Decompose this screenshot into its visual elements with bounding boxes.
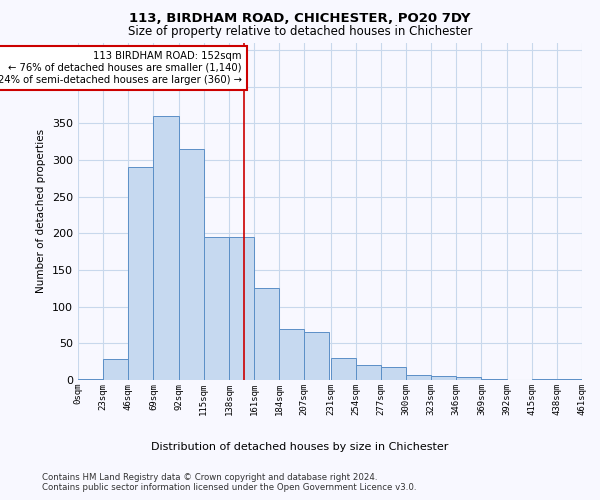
Bar	[356, 366, 381, 380]
Bar	[304, 332, 329, 380]
Bar	[481, 378, 506, 380]
Text: Contains HM Land Registry data © Crown copyright and database right 2024.
Contai: Contains HM Land Registry data © Crown c…	[42, 472, 416, 492]
Bar	[279, 328, 304, 380]
Bar	[179, 149, 204, 380]
Bar	[331, 358, 356, 380]
Bar	[154, 116, 179, 380]
Text: 113 BIRDHAM ROAD: 152sqm
← 76% of detached houses are smaller (1,140)
24% of sem: 113 BIRDHAM ROAD: 152sqm ← 76% of detach…	[0, 52, 242, 84]
Bar	[557, 378, 582, 380]
Text: Distribution of detached houses by size in Chichester: Distribution of detached houses by size …	[151, 442, 449, 452]
Text: Size of property relative to detached houses in Chichester: Size of property relative to detached ho…	[128, 25, 472, 38]
Bar	[229, 237, 254, 380]
Bar	[406, 375, 431, 380]
Bar	[128, 167, 154, 380]
Bar	[456, 377, 481, 380]
Bar	[532, 378, 557, 380]
Text: 113, BIRDHAM ROAD, CHICHESTER, PO20 7DY: 113, BIRDHAM ROAD, CHICHESTER, PO20 7DY	[129, 12, 471, 26]
Bar	[78, 378, 103, 380]
Bar	[204, 237, 229, 380]
Y-axis label: Number of detached properties: Number of detached properties	[37, 129, 46, 294]
Bar	[381, 367, 406, 380]
Bar	[254, 288, 279, 380]
Bar	[103, 360, 128, 380]
Bar	[431, 376, 456, 380]
